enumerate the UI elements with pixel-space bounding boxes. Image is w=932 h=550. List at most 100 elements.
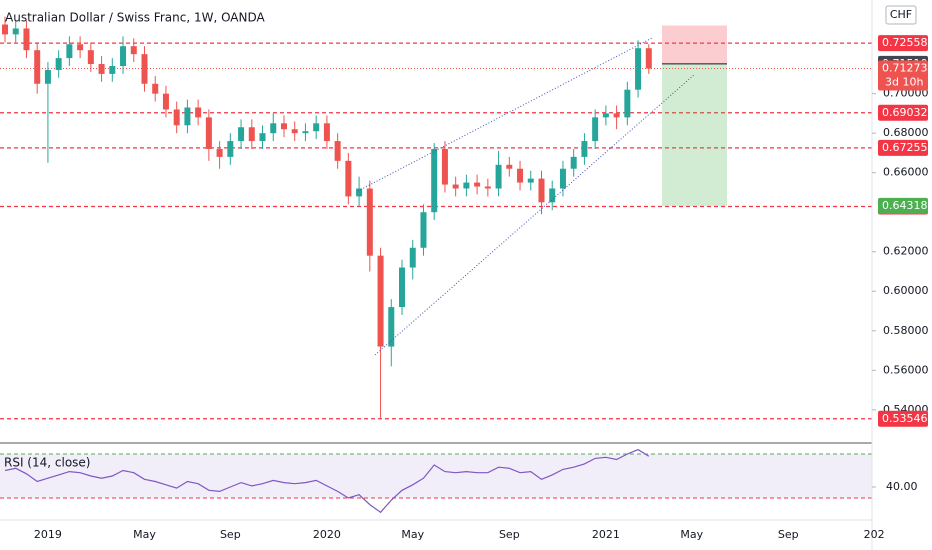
x-tick-label: 2020 [313, 528, 341, 541]
candle-body [23, 28, 30, 51]
reward-zone [662, 63, 727, 206]
candle-body [602, 113, 609, 118]
candle-body [195, 107, 202, 118]
candle-body [484, 186, 491, 189]
y-tick-label: 0.68000 [883, 126, 929, 139]
candle-body [431, 148, 438, 213]
rsi-label: RSI (14, close) [4, 456, 90, 470]
candle-body [2, 24, 8, 35]
x-tick-label: 202 [864, 528, 885, 541]
candle-body [463, 182, 470, 189]
candle-body [173, 109, 180, 126]
candle-body [66, 44, 73, 59]
level-badge [878, 35, 928, 52]
candle-body [570, 156, 577, 169]
trend-line [374, 73, 696, 356]
candle-body [517, 168, 524, 183]
x-tick-label: Sep [778, 528, 799, 541]
candle-body [581, 141, 588, 157]
x-tick-label: 2019 [34, 528, 62, 541]
risk-zone [662, 25, 727, 64]
x-tick-label: May [680, 528, 703, 541]
candle-body [635, 48, 642, 90]
candle-body [645, 48, 652, 69]
x-tick-label: Sep [220, 528, 241, 541]
candle-body [313, 123, 320, 132]
candle-body [141, 54, 148, 84]
candle-body [323, 123, 330, 142]
current-badge [878, 60, 928, 91]
y-tick-label: 0.66000 [883, 166, 929, 179]
trend-line [357, 37, 653, 192]
candle-body [291, 129, 298, 134]
rsi-line [4, 448, 650, 514]
candle-body [409, 247, 416, 268]
candle-body [55, 58, 62, 70]
level-badge [878, 139, 928, 156]
candle-body [120, 46, 127, 66]
candle-body [270, 123, 277, 134]
y-tick-label: 0.58000 [883, 324, 929, 337]
candle-body [559, 168, 566, 189]
candle-body [399, 267, 406, 308]
y-tick-label: 0.56000 [883, 363, 929, 376]
candle-body [592, 117, 599, 142]
candle-body [441, 148, 448, 185]
candle-body [302, 131, 309, 134]
candle-body [248, 127, 255, 142]
y-tick-label: 0.60000 [883, 284, 929, 297]
x-tick-label: May [401, 528, 424, 541]
candle-body [162, 93, 169, 110]
candle-body [227, 141, 234, 157]
candle-body [388, 307, 395, 347]
x-tick-label: Sep [499, 528, 520, 541]
rsi-band [0, 454, 872, 498]
candle-body [12, 28, 19, 35]
candle-body [474, 182, 481, 187]
candle-body [613, 113, 620, 118]
level-label: 0.67255 [882, 141, 928, 154]
candle-body [527, 178, 534, 183]
candle-body [334, 141, 341, 161]
candle-body [98, 64, 105, 74]
candle-body [44, 69, 51, 84]
candle-body [495, 164, 502, 189]
candle-body [34, 50, 41, 84]
level-label: 0.53546 [882, 412, 928, 425]
candle-body [238, 127, 245, 142]
candle-body [280, 123, 287, 130]
chart-title: Australian Dollar / Swiss Franc, 1W, OAN… [5, 11, 266, 25]
candle-body [538, 178, 545, 203]
candle-body [152, 83, 159, 94]
candle-body [420, 212, 427, 248]
candle-body [345, 160, 352, 197]
candle-body [184, 107, 191, 126]
target-label: 0.64318 [882, 199, 928, 212]
candle-body [506, 164, 513, 169]
candle-body [377, 255, 384, 347]
currency-label[interactable]: CHF [890, 8, 912, 21]
y-tick-label: 0.62000 [883, 245, 929, 258]
candle-body [356, 188, 363, 197]
candle-body [130, 46, 137, 55]
candle-body [624, 89, 631, 118]
x-tick-label: May [133, 528, 156, 541]
price-axis: 0.540000.560000.580000.600000.620000.660… [872, 35, 929, 493]
candle-body [452, 184, 459, 189]
candle-body [109, 65, 116, 74]
candle-body [205, 117, 212, 149]
target-badge [878, 197, 928, 214]
x-tick-label: 2021 [592, 528, 620, 541]
candle-body [259, 133, 266, 142]
currency-box[interactable] [885, 5, 917, 25]
candle-body [216, 148, 223, 157]
current-label: 0.71273 [882, 62, 928, 75]
candle-body [87, 50, 94, 65]
countdown: 3d 10h [885, 76, 923, 89]
level-label: 0.69032 [882, 106, 928, 119]
candle-body [366, 188, 373, 256]
level-badge [878, 104, 928, 121]
candle-body [77, 44, 84, 51]
candle-body [549, 188, 556, 203]
